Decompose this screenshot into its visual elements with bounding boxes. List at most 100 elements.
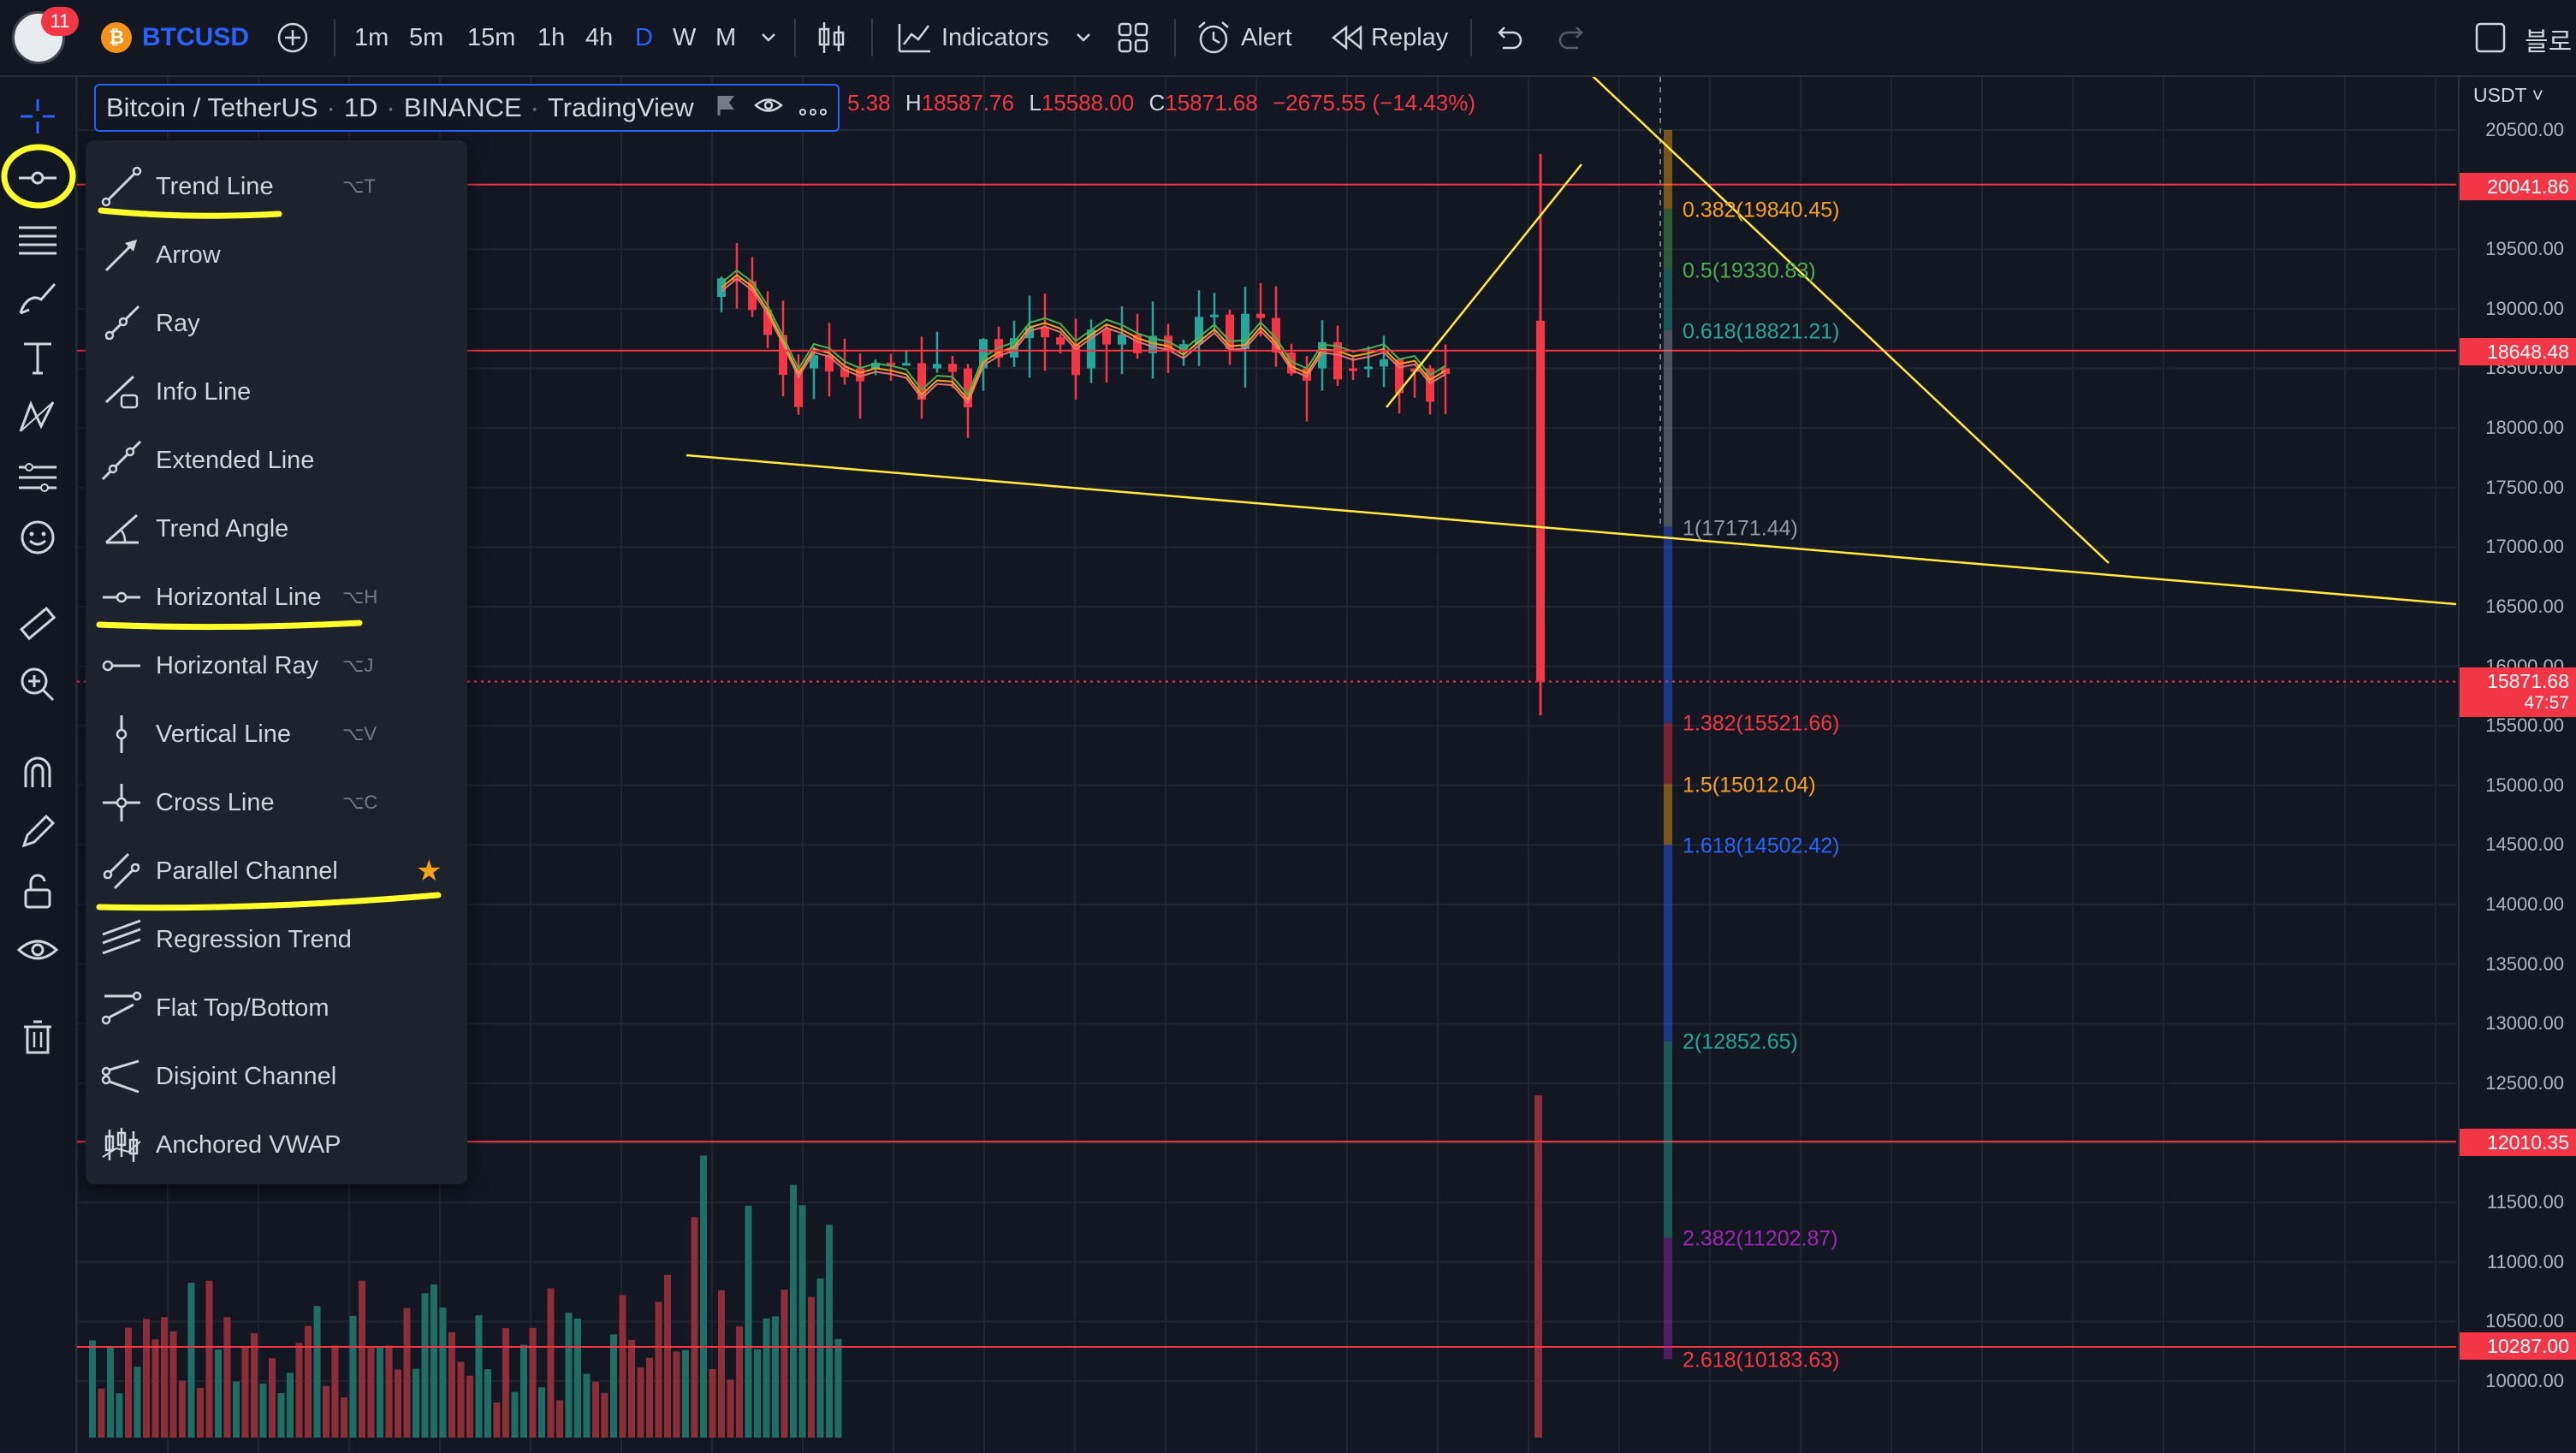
price-tick: 17000.00 (2485, 536, 2564, 558)
interval-1d[interactable]: D (635, 23, 653, 51)
brush-tools-button[interactable] (12, 272, 63, 323)
favorite-star-icon[interactable]: ★ (416, 855, 442, 887)
price-tick: 18000.00 (2485, 417, 2564, 439)
line-tools-button[interactable] (12, 152, 63, 204)
fullscreen-button[interactable] (2473, 0, 2508, 75)
candle-body (1210, 314, 1219, 317)
menu-item-flat-top-bottom[interactable]: Flat Top/Bottom (86, 974, 467, 1042)
menu-item-disjoint-channel[interactable]: Disjoint Channel (86, 1042, 467, 1111)
redo-button[interactable] (1556, 0, 1590, 75)
interval-1h[interactable]: 1h (537, 23, 566, 51)
volume-bar (439, 1307, 447, 1438)
volume-bar (187, 1283, 195, 1438)
fib-level-label: 2(12852.65) (1683, 1029, 1798, 1054)
hide-drawings-button[interactable] (12, 924, 63, 976)
more-options-icon[interactable] (798, 92, 828, 123)
menu-item-shortcut: ⌥C (342, 792, 378, 813)
ohlc-change: −2675.55 (−14.43%) (1272, 90, 1476, 116)
trend-line (686, 454, 2456, 606)
crosshair-tool[interactable] (12, 91, 63, 142)
indicators-button[interactable]: Indicators (897, 0, 1049, 75)
keep-drawing-button[interactable] (12, 806, 63, 857)
flag-icon[interactable] (716, 92, 737, 123)
interval-4h[interactable]: 4h (585, 23, 614, 51)
interval-1mo[interactable]: M (715, 23, 737, 51)
chart-type-button[interactable] (815, 0, 849, 75)
currency-selector[interactable]: USDT ˅ (2473, 84, 2544, 106)
legend-interval: 1D (343, 92, 378, 122)
menu-item-trend-line[interactable]: Trend Line ⌥T (86, 152, 467, 221)
measure-tool-button[interactable] (12, 599, 63, 650)
candle-body (1164, 335, 1172, 350)
compare-symbol-button[interactable] (276, 0, 310, 75)
volume-bar (709, 1368, 716, 1438)
menu-item-parallel-channel[interactable]: Parallel Channel ★ (86, 837, 467, 905)
candle-body (840, 368, 849, 377)
interval-1m[interactable]: 1m (354, 23, 389, 51)
price-tick: 12500.00 (2485, 1071, 2564, 1094)
replay-button[interactable]: Replay (1330, 0, 1448, 75)
eye-icon[interactable] (753, 92, 783, 123)
menu-item-arrow[interactable]: Arrow (86, 221, 467, 289)
lock-drawings-button[interactable] (12, 866, 63, 917)
interval-5m[interactable]: 5m (409, 23, 444, 51)
text-tools-button[interactable] (12, 332, 63, 383)
menu-item-extended-line[interactable]: Extended Line (86, 426, 467, 495)
volume-bar (395, 1369, 401, 1438)
prediction-tools-button[interactable] (12, 452, 63, 503)
menu-item-vertical-line[interactable]: Vertical Line ⌥V (86, 700, 467, 768)
zoom-in-button[interactable] (12, 659, 63, 710)
volume-bar (385, 1345, 393, 1438)
volume-bar (251, 1332, 258, 1438)
interval-15m[interactable]: 15m (467, 23, 516, 51)
symbol-legend[interactable]: Bitcoin / TetherUS · 1D · BINANCE · Trad… (94, 84, 840, 132)
volume-bar (223, 1317, 231, 1438)
menu-item-ray[interactable]: Ray (86, 289, 467, 358)
interval-1w[interactable]: W (673, 23, 697, 51)
layouts-button[interactable] (1116, 0, 1150, 75)
interval-dropdown-button[interactable] (757, 0, 781, 75)
candle-body (871, 362, 880, 369)
icons-tool-button[interactable] (12, 512, 63, 563)
menu-item-label: Info Line (156, 377, 252, 406)
fib-tools-button[interactable] (12, 214, 63, 265)
menu-item-horizontal-line[interactable]: Horizontal Line ⌥H (86, 563, 467, 632)
chart-grid (77, 77, 2456, 1453)
volume-bar (89, 1340, 96, 1438)
price-tick: 11500.00 (2486, 1191, 2564, 1213)
volume-bar (161, 1317, 168, 1438)
candle-body (1349, 368, 1357, 371)
volume-bar (592, 1381, 599, 1438)
magnet-mode-button[interactable] (12, 746, 63, 798)
publish-button[interactable]: 블로 (2525, 28, 2573, 56)
symbol-search-button[interactable]: BTCUSD (142, 23, 249, 51)
candle-body (933, 364, 941, 369)
menu-item-trend-angle[interactable]: Trend Angle (86, 495, 467, 563)
candle-body (794, 368, 803, 407)
price-chart[interactable] (77, 77, 2456, 1453)
candle-body (1241, 313, 1249, 349)
brush-icon (19, 283, 56, 315)
indicators-dropdown-button[interactable] (1071, 0, 1095, 75)
candle-body (1272, 317, 1280, 353)
menu-item-cross-line[interactable]: Cross Line ⌥C (86, 768, 467, 837)
volume-bar (781, 1290, 788, 1438)
ohlc-values: 5.38 H18587.76 L15588.00 C15871.68 −2675… (847, 90, 1475, 116)
remove-drawings-button[interactable] (12, 1011, 63, 1063)
volume-bar (134, 1367, 141, 1438)
undo-button[interactable] (1491, 0, 1525, 75)
alert-button[interactable]: Alert (1195, 0, 1292, 75)
volume-bar (816, 1278, 824, 1438)
menu-item-info-line[interactable]: Info Line (86, 358, 467, 426)
cross-line-icon (99, 780, 144, 825)
candle-body (1102, 329, 1111, 345)
price-scale[interactable] (2458, 77, 2576, 1453)
menu-item-regression-trend[interactable]: Regression Trend (86, 905, 467, 974)
arrow-icon (99, 233, 144, 277)
menu-item-horizontal-ray[interactable]: Horizontal Ray ⌥J (86, 632, 467, 700)
trend-line (1386, 163, 1582, 408)
pattern-tools-button[interactable] (12, 392, 63, 443)
menu-item-anchored-vwap[interactable]: Anchored VWAP (86, 1111, 467, 1179)
trash-icon (24, 1020, 51, 1054)
volume-bar (143, 1319, 150, 1438)
